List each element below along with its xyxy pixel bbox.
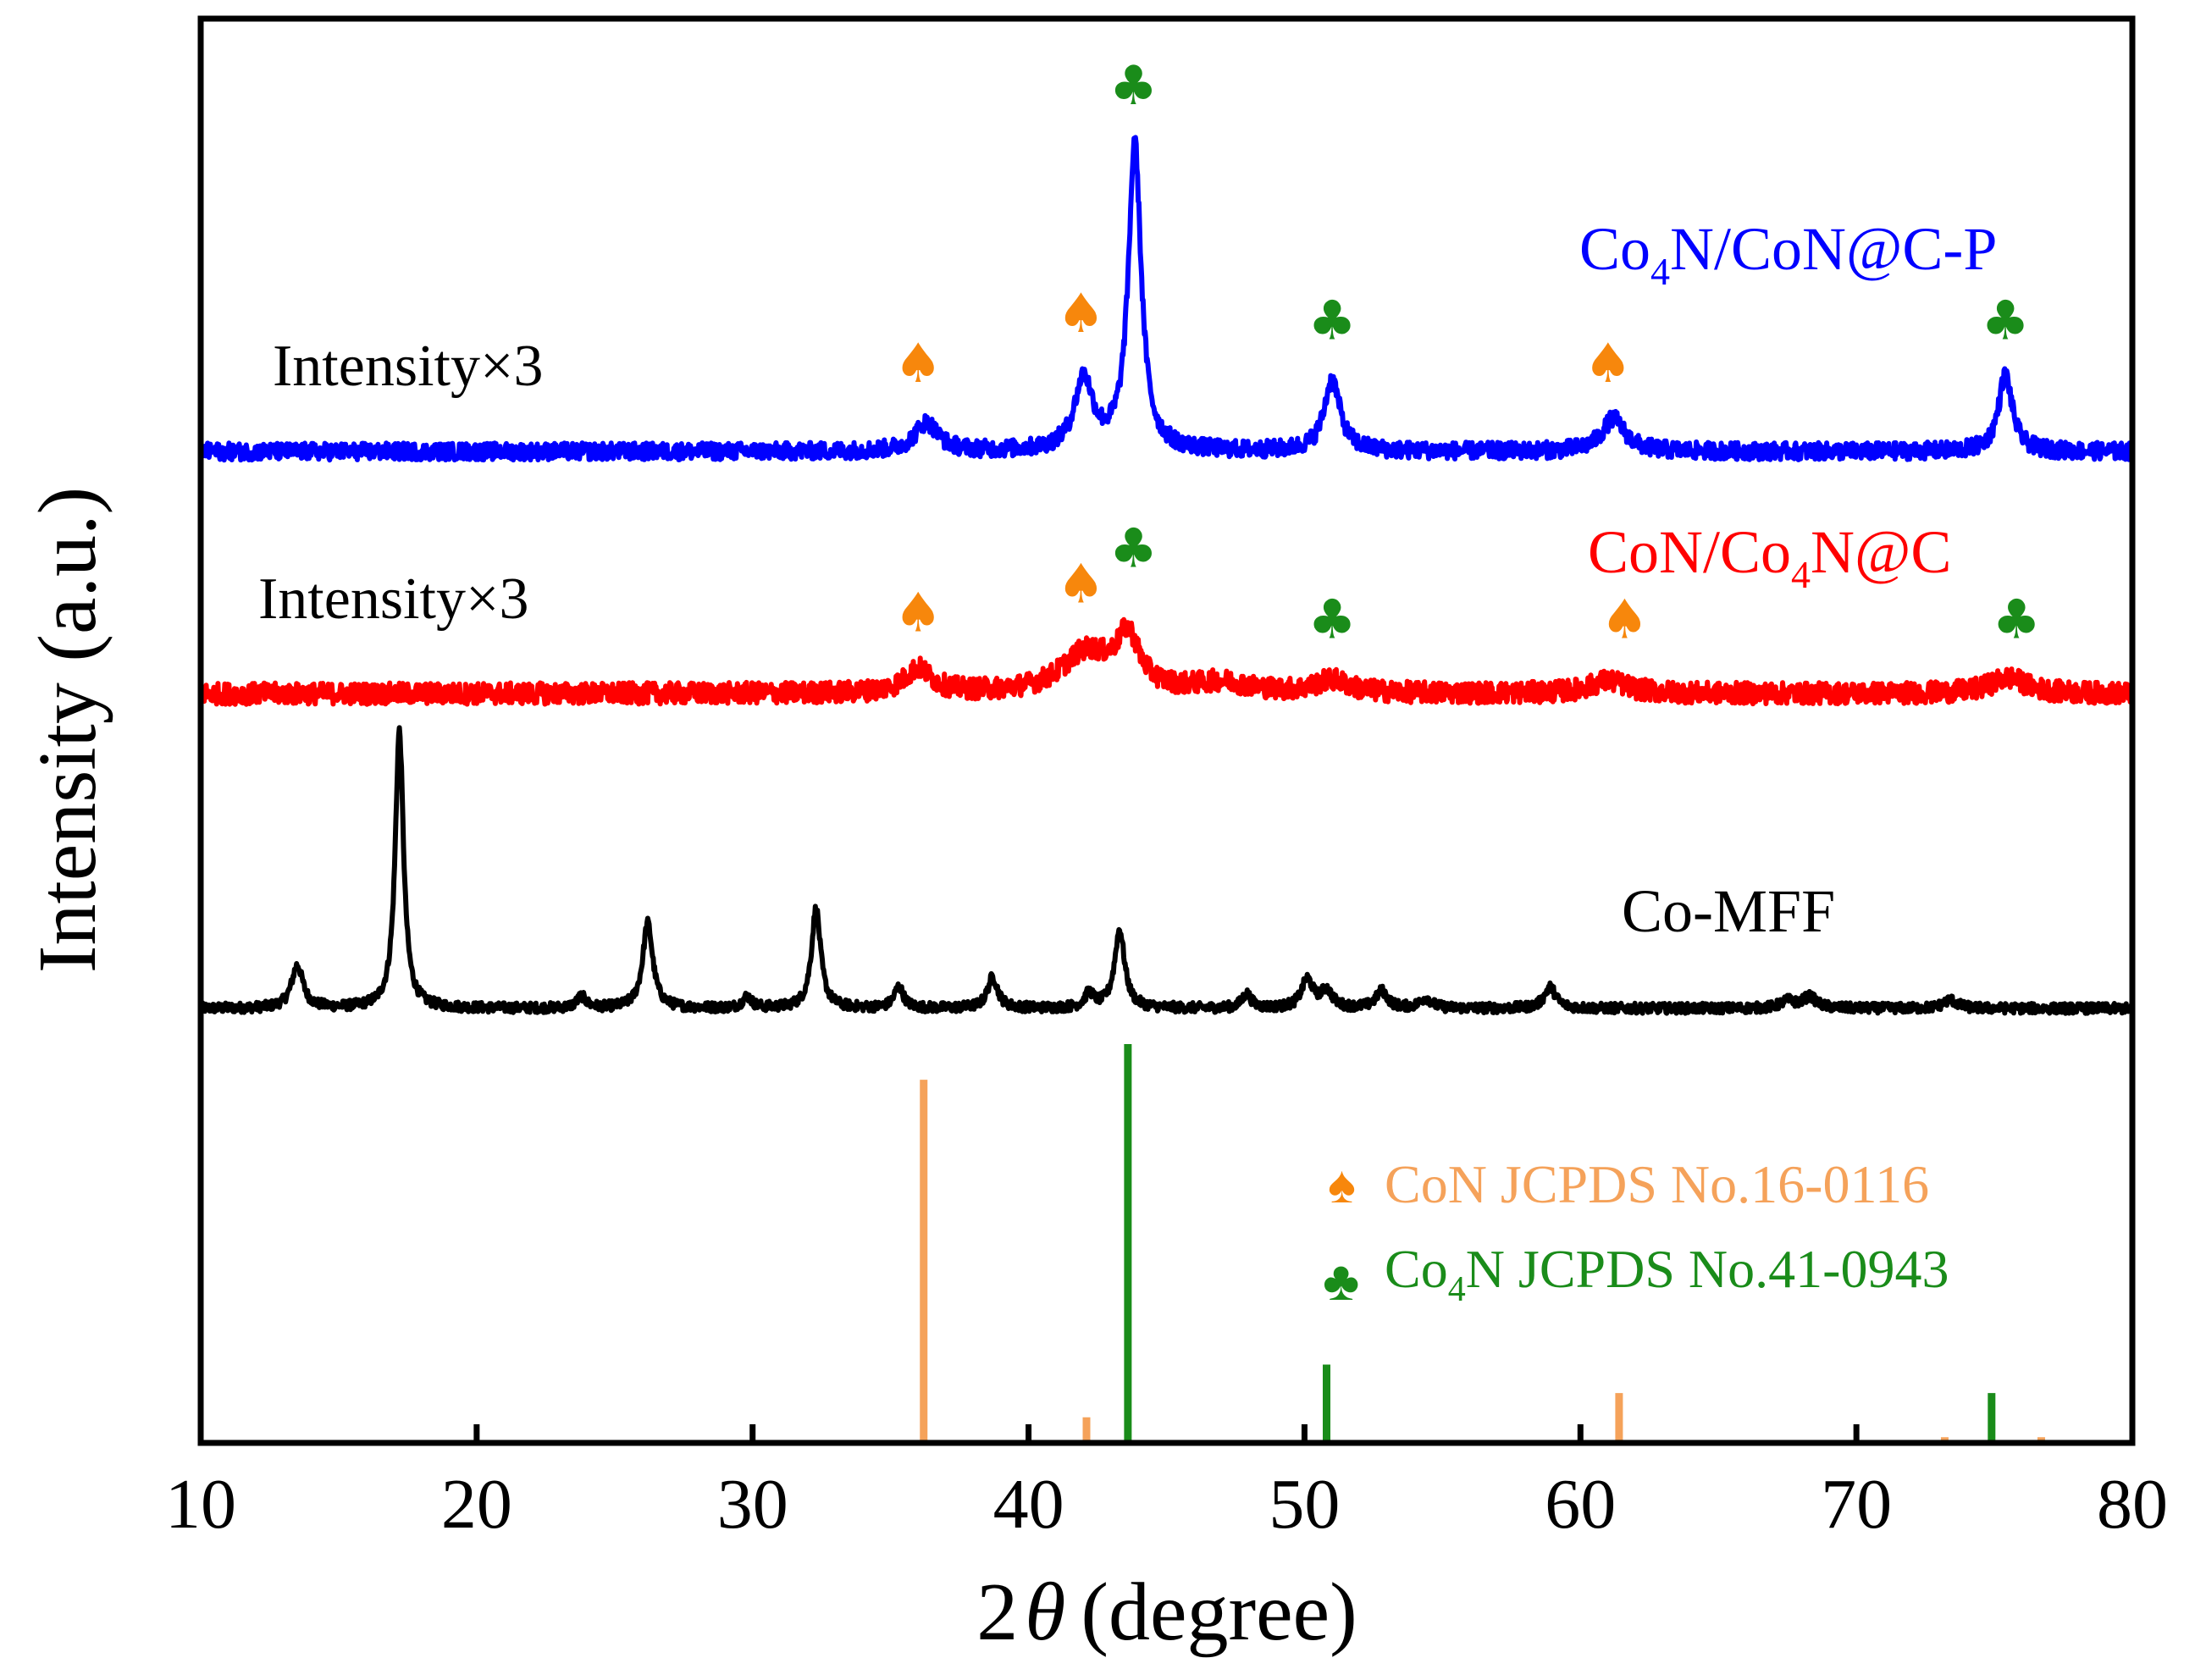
x-tick-label-50: 50 xyxy=(1269,1465,1340,1544)
label-part-1: Co xyxy=(1579,215,1650,283)
co4n-peak-marker-5: ♣ xyxy=(1981,290,2029,352)
series-label-co-mff: Co-MFF xyxy=(1622,877,1835,945)
x-tick-label-30: 30 xyxy=(717,1465,788,1544)
legend-con-symbol: ♠ xyxy=(1328,1157,1356,1214)
label-part-2: N/CoN@C-P xyxy=(1670,215,1997,283)
legend-con-label: CoN JCPDS No.16-0116 xyxy=(1385,1154,1929,1214)
x-tick-label-10: 10 xyxy=(165,1465,236,1544)
x-tick-label-60: 60 xyxy=(1545,1465,1616,1544)
co4n-peak-marker-11: ♣ xyxy=(1992,589,2040,652)
co4n-peak-marker-3: ♣ xyxy=(1308,290,1356,352)
con-peak-marker-4: ♠ xyxy=(1584,333,1632,395)
x-axis-title-theta: θ xyxy=(1025,1567,1065,1658)
con-peak-marker-7: ♠ xyxy=(1057,554,1105,616)
multiplier-label-blue: Intensity×3 xyxy=(273,334,543,399)
co4n-peak-marker-2: ♣ xyxy=(1109,55,1158,118)
co4n-peak-marker-9: ♣ xyxy=(1308,589,1356,652)
y-axis-title: Intensity (a.u.) xyxy=(22,487,113,973)
multiplier-label-red: Intensity×3 xyxy=(258,566,528,632)
legend-co4n-subscript: 4 xyxy=(1448,1270,1466,1309)
legend-co4n-part-1: Co xyxy=(1385,1239,1448,1299)
legend-co4n-symbol: ♣ xyxy=(1323,1251,1359,1312)
legend-co4n-part-2: N JCPDS No.41-0943 xyxy=(1466,1239,1949,1299)
label-subscript: 4 xyxy=(1791,553,1811,596)
plot-frame xyxy=(197,15,2136,1446)
series-line-co4n-con-c-p xyxy=(198,135,2135,463)
label-subscript: 4 xyxy=(1650,250,1670,293)
con-peak-marker-10: ♠ xyxy=(1601,589,1649,652)
label-part-2: N@C xyxy=(1811,518,1951,586)
x-tick-label-40: 40 xyxy=(993,1465,1064,1544)
series-label-con-co4n-c: CoN/Co4N@C xyxy=(1588,518,1951,596)
con-peak-marker-0: ♠ xyxy=(894,333,943,395)
x-tick-label-20: 20 xyxy=(441,1465,512,1544)
con-peak-marker-6: ♠ xyxy=(894,582,943,644)
legend-co4n-label: Co4N JCPDS No.41-0943 xyxy=(1385,1239,1949,1309)
plot-area: ♠♠♣♣♠♣♠ ♠♣♣ ♠ ♣ xyxy=(198,55,2135,1443)
con-peak-marker-1: ♠ xyxy=(1057,283,1105,345)
co4n-peak-marker-8: ♣ xyxy=(1109,518,1158,581)
x-tick-label-80: 80 xyxy=(2097,1465,2168,1544)
x-ticks: 10 20 30 40 50 60 70 80 xyxy=(165,1424,2168,1544)
series-line-con-co4n-c xyxy=(198,616,2135,707)
label-part-1: CoN/Co xyxy=(1588,518,1791,586)
x-axis-title: 2θ (degree) xyxy=(976,1567,1357,1658)
x-axis-title-suffix: (degree) xyxy=(1081,1567,1357,1658)
x-axis-title-prefix: 2 xyxy=(976,1567,1018,1658)
x-tick-label-70: 70 xyxy=(1821,1465,1892,1544)
series-label-co4n-con-c-p: Co4N/CoN@C-P xyxy=(1579,215,1997,293)
series-line-co-mff xyxy=(198,725,2135,1016)
